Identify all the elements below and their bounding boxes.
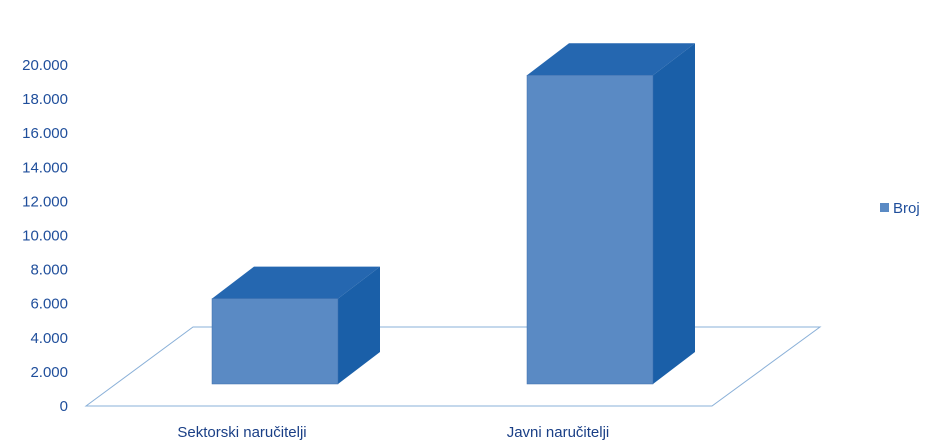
bar-front-face	[526, 74, 654, 385]
bar-front-face	[211, 298, 339, 385]
y-tick-label: 0	[60, 398, 68, 415]
bar-side-face	[338, 266, 380, 384]
y-tick-label: 18.000	[22, 91, 68, 108]
y-tick-label: 8.000	[30, 262, 68, 279]
y-tick-label: 12.000	[22, 193, 68, 210]
category-label: Javni naručitelji	[507, 424, 610, 441]
bar-top-face	[212, 266, 380, 299]
y-tick-label: 2.000	[30, 364, 68, 381]
y-tick-label: 14.000	[22, 159, 68, 176]
category-label: Sektorski naručitelji	[177, 424, 306, 441]
y-tick-label: 16.000	[22, 125, 68, 142]
legend-label-broj: Broj	[893, 200, 920, 217]
y-tick-label: 20.000	[22, 57, 68, 74]
legend-swatch-broj	[880, 203, 889, 212]
y-tick-label: 10.000	[22, 228, 68, 245]
bar-side-face	[653, 43, 695, 384]
y-tick-label: 4.000	[30, 330, 68, 347]
bar-1	[211, 266, 380, 385]
bar-top-face	[527, 43, 695, 76]
y-tick-label: 6.000	[30, 296, 68, 313]
bar-2	[526, 43, 695, 385]
chart-floor	[84, 326, 822, 407]
